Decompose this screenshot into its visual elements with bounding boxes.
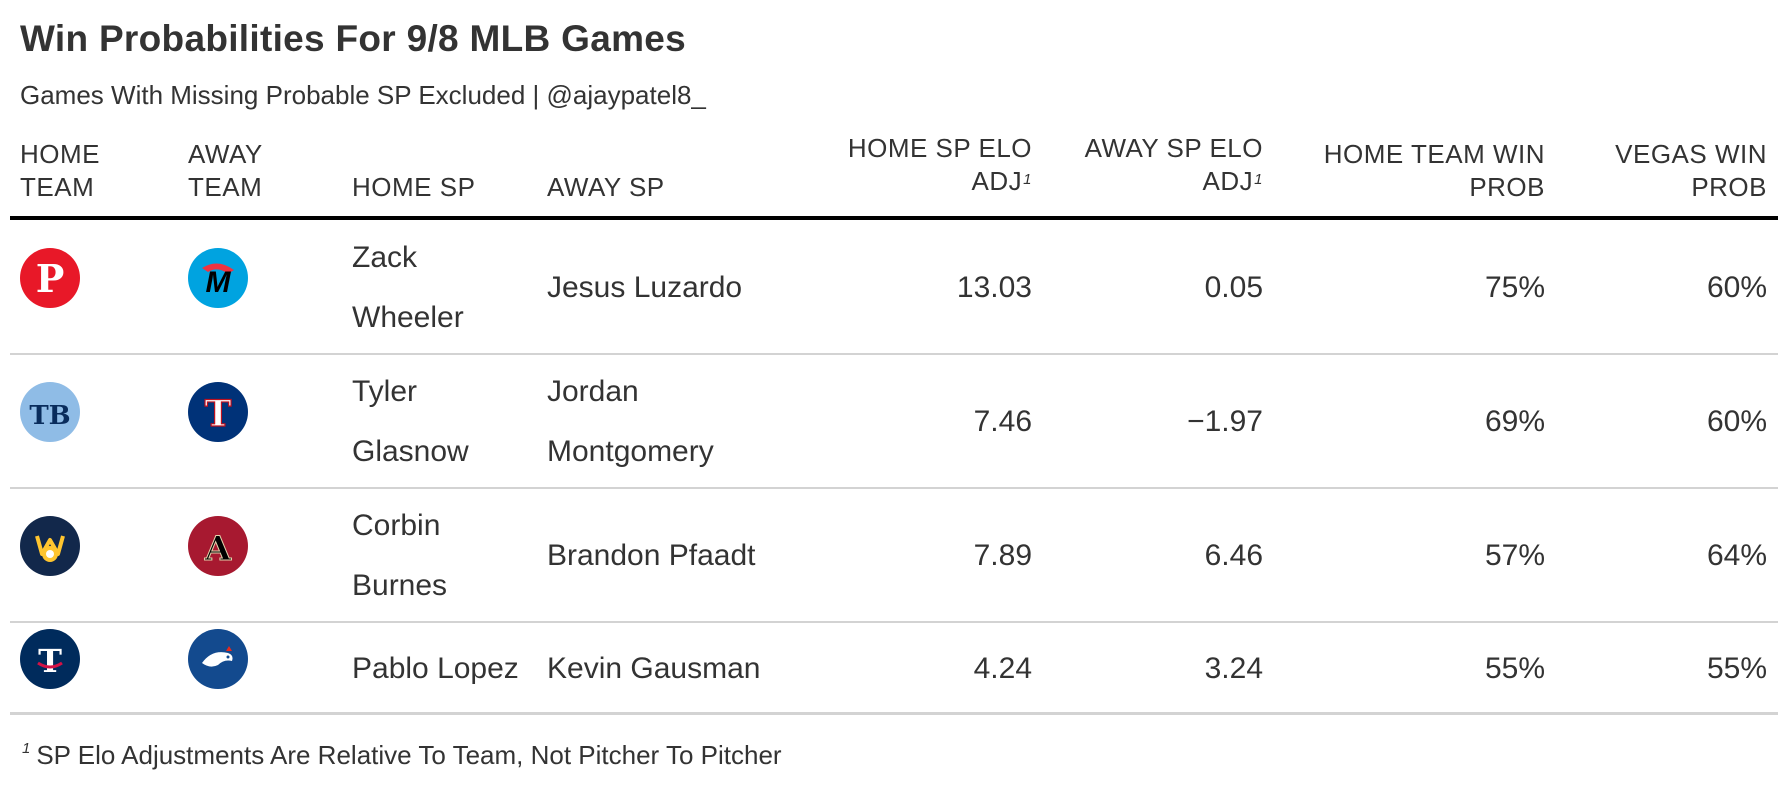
home-sp-line1: Zack	[352, 241, 418, 274]
home-sp-elo-adj: 13.03	[956, 271, 1032, 304]
home-win-prob: 75%	[1484, 271, 1545, 304]
page-title: Win Probabilities For 9/8 MLB Games	[20, 18, 687, 59]
away-sp-elo-adj: 3.24	[1204, 652, 1263, 685]
col-header-vegas-win-prob: VEGAS WIN PROB	[1615, 139, 1767, 202]
twins-logo: T	[20, 629, 80, 689]
row-divider	[10, 353, 1778, 355]
footnote-mark: 1	[22, 740, 31, 757]
blue-jays-logo	[188, 629, 248, 689]
home-win-prob: 55%	[1484, 652, 1545, 685]
vegas-win-prob: 60%	[1706, 405, 1767, 438]
vegas-win-prob: 55%	[1706, 652, 1767, 685]
col-header-away-sp-elo: AWAY SP ELO ADJ1	[1084, 133, 1263, 196]
home-sp-elo-adj: 7.89	[973, 539, 1032, 572]
svg-text:T: T	[205, 393, 232, 435]
home-win-prob: 69%	[1484, 405, 1545, 438]
row-divider	[10, 621, 1778, 623]
vegas-win-prob: 64%	[1706, 539, 1767, 572]
rangers-logo: T	[188, 382, 248, 442]
table-bottom-rule	[10, 712, 1778, 715]
home-sp-line2: Wheeler	[352, 301, 464, 334]
away-sp-elo-adj: 0.05	[1204, 271, 1263, 304]
away-sp-line1: Jordan	[547, 375, 639, 408]
away-sp-elo-adj: 6.46	[1204, 539, 1263, 572]
home-win-prob: 57%	[1484, 539, 1545, 572]
home-sp-line1: Tyler	[352, 375, 418, 408]
col-header-home-team: HOME TEAM	[20, 139, 100, 202]
marlins-logo: M	[188, 248, 248, 308]
home-sp-line1: Corbin	[352, 509, 441, 542]
vegas-win-prob: 60%	[1706, 271, 1767, 304]
diamondbacks-logo: A	[188, 516, 248, 576]
away-sp-line2: Montgomery	[547, 435, 714, 468]
col-header-away-sp: AWAY SP	[547, 172, 665, 202]
col-header-away-team: AWAY TEAM	[188, 139, 263, 202]
page-subtitle: Games With Missing Probable SP Excluded …	[20, 80, 706, 110]
home-sp-line2: Glasnow	[352, 435, 469, 468]
col-header-home-sp: HOME SP	[352, 172, 476, 202]
phillies-logo: P	[20, 248, 80, 308]
away-sp: Kevin Gausman	[547, 652, 761, 685]
svg-text:M: M	[206, 266, 232, 299]
away-sp: Brandon Pfaadt	[547, 539, 756, 572]
rays-logo: TB	[20, 382, 80, 442]
brewers-logo	[20, 516, 80, 576]
svg-text:A: A	[204, 529, 232, 569]
footnote-text: SP Elo Adjustments Are Relative To Team,…	[36, 740, 782, 770]
away-sp: Jesus Luzardo	[547, 271, 743, 304]
home-sp-elo-adj: 7.46	[973, 405, 1032, 438]
footnote: 1 SP Elo Adjustments Are Relative To Team…	[22, 740, 782, 771]
away-sp-elo-adj: −1.97	[1187, 405, 1263, 438]
home-sp: Pablo Lopez	[352, 652, 519, 685]
row-divider	[10, 487, 1778, 489]
home-sp-line2: Burnes	[352, 569, 448, 602]
svg-text:T: T	[38, 642, 62, 680]
col-header-home-sp-elo: HOME SP ELO ADJ1	[847, 133, 1032, 196]
col-header-home-win-prob: HOME TEAM WIN PROB	[1323, 139, 1545, 202]
svg-text:TB: TB	[29, 401, 70, 431]
svg-text:P: P	[36, 256, 65, 301]
home-sp-elo-adj: 4.24	[973, 652, 1032, 685]
header-rule	[10, 216, 1778, 220]
